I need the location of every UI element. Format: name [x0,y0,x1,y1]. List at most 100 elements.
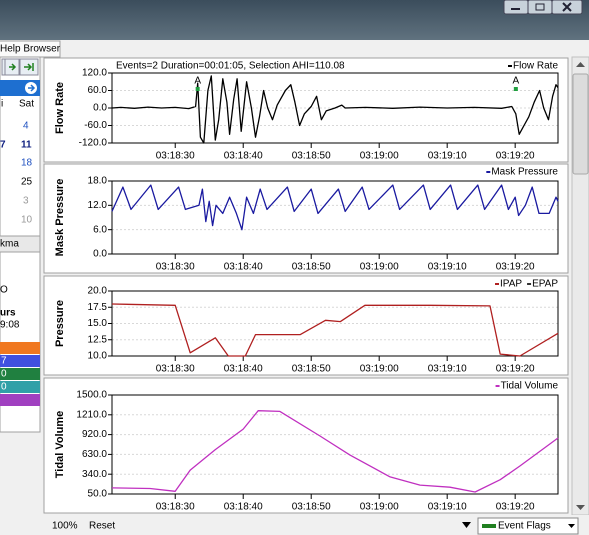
day[interactable]: 10 [21,215,33,226]
series-line [111,184,559,231]
event-flags-icon [482,524,496,528]
day[interactable]: 11 [21,140,32,151]
y-tick-label: 10.0 [88,351,108,362]
stat-label: O [0,285,8,296]
reset-button[interactable]: Reset [89,521,115,532]
y-tick-label: 15.0 [88,318,108,329]
event-bar [0,342,40,354]
x-tick-label: 03:18:40 [224,151,263,162]
legend-label: Flow Rate [513,61,558,72]
y-axis-label: Tidal Volume [54,411,66,478]
series-line [111,303,559,357]
dropdown-arrow[interactable] [462,522,471,528]
tab-label[interactable]: kma [0,239,19,250]
footer-bar [42,515,589,535]
legend-label: Mask Pressure [491,167,558,178]
x-tick-label: 03:19:20 [496,262,535,273]
day[interactable]: 18 [21,158,33,169]
x-tick-label: 03:18:30 [156,262,195,273]
y-tick-label: 920.0 [82,429,107,440]
y-tick-label: 17.5 [88,302,108,313]
weekday: i [1,99,3,110]
y-axis-label: Mask Pressure [54,179,66,257]
y-tick-label: 6.0 [93,224,107,235]
day[interactable]: 4 [23,121,29,132]
chart-header: Events=2 Duration=00:01:05, Selection AH… [116,61,345,72]
x-tick-label: 03:18:50 [292,151,331,162]
event-count: 7 [1,356,7,367]
y-tick-label: 120.0 [82,68,107,79]
event-label: A [194,76,201,87]
chart-panel [43,275,569,376]
charts: Events=2 Duration=00:01:05, Selection AH… [43,57,569,514]
y-tick-label: 340.0 [82,469,107,480]
y-tick-label: 1210.0 [76,409,107,420]
x-tick-label: 03:19:00 [360,151,399,162]
series-line [111,75,559,144]
x-tick-label: 03:18:30 [156,364,195,375]
x-tick-label: 03:18:40 [224,364,263,375]
menu-tab-label[interactable]: Help Browser [0,44,61,55]
event-bar [0,381,40,393]
event-count: 0 [1,382,7,393]
y-tick-label: -120.0 [79,138,108,149]
day[interactable]: 3 [23,196,29,207]
x-tick-label: 03:19:00 [360,364,399,375]
y-tick-label: 12.0 [88,200,108,211]
legend-label: Tidal Volume [501,381,559,392]
maximize-button[interactable] [527,0,553,15]
y-tick-label: 0.0 [93,103,107,114]
day[interactable]: 25 [21,177,33,188]
y-tick-label: -60.0 [84,120,107,131]
y-axis-label: Pressure [54,300,66,347]
x-tick-label: 03:19:20 [496,364,535,375]
y-tick-label: 630.0 [82,449,107,460]
stat-value: 9:08 [0,320,20,331]
dropdown-label[interactable]: Event Flags [498,521,551,532]
event-flag [195,87,200,91]
x-tick-label: 03:18:30 [156,502,195,513]
chart-panel [43,57,569,163]
y-tick-label: 0.0 [93,249,107,260]
event-bar [0,355,40,367]
event-flag [513,87,518,91]
event-bar [0,368,40,380]
x-tick-label: 03:19:10 [428,151,467,162]
x-tick-label: 03:19:00 [360,502,399,513]
x-tick-label: 03:19:10 [428,364,467,375]
title-bar [0,0,589,40]
y-tick-label: 1500.0 [76,390,107,401]
plot-frame [111,290,559,357]
x-tick-label: 03:19:10 [428,502,467,513]
y-tick-label: 60.0 [88,85,108,96]
y-tick-label: 20.0 [88,286,108,297]
legend-label: EPAP [532,279,558,290]
legend-label: IPAP [500,279,522,290]
series-line [111,410,559,493]
bookmarks-tab[interactable] [0,235,41,253]
scrollbar[interactable] [571,56,589,516]
y-tick-label: 18.0 [88,176,108,187]
x-tick-label: 03:18:30 [156,151,195,162]
minimize-button[interactable] [503,0,529,15]
plot-frame [111,180,559,255]
x-tick-label: 03:19:20 [496,151,535,162]
event-count: 0 [1,369,7,380]
y-tick-label: 50.0 [88,489,108,500]
x-tick-label: 03:18:50 [292,502,331,513]
x-tick-label: 03:19:00 [360,262,399,273]
window-buttons [503,0,583,15]
y-tick-label: 12.5 [88,334,108,345]
event-flags-dropdown[interactable] [477,517,579,535]
x-tick-label: 03:18:50 [292,262,331,273]
chart-panel [43,377,569,514]
x-tick-label: 03:19:20 [496,502,535,513]
zoom-level: 100% [52,521,78,532]
x-tick-label: 03:18:40 [224,262,263,273]
day[interactable]: 7 [0,140,6,151]
weekday: Sat [19,99,34,110]
left-panel: i Sat 4 7 11 18 25 3 10 kma O urs 9:08 7… [0,56,41,433]
y-axis-label: Flow Rate [54,82,66,134]
